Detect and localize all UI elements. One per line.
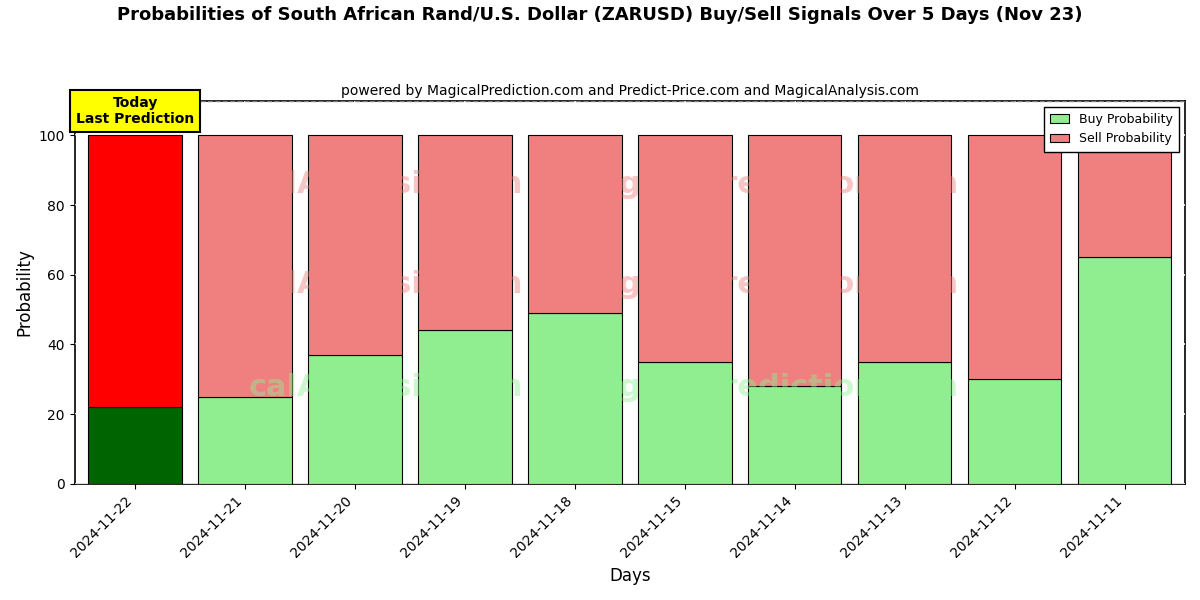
Bar (748, 386, 841, 484)
Legend: Buy Probability, Sell Probability: Buy Probability, Sell Probability (1044, 107, 1178, 152)
Text: MagicalPrediction.com: MagicalPrediction.com (568, 170, 958, 199)
Bar (638, 362, 732, 484)
Text: Probabilities of South African Rand/U.S. Dollar (ZARUSD) Buy/Sell Signals Over 5: Probabilities of South African Rand/U.S.… (118, 6, 1082, 24)
Text: Today
Last Prediction: Today Last Prediction (76, 96, 194, 126)
X-axis label: Days: Days (610, 567, 650, 585)
Text: calAnalysis.com: calAnalysis.com (248, 373, 523, 403)
Y-axis label: Probability: Probability (16, 248, 34, 336)
Bar (968, 136, 1061, 379)
Text: calAnalysis.com: calAnalysis.com (248, 270, 523, 299)
Text: MagicalPrediction.com: MagicalPrediction.com (568, 270, 958, 299)
Bar (419, 331, 511, 484)
Bar (528, 313, 622, 484)
Bar (1078, 136, 1171, 257)
Title: powered by MagicalPrediction.com and Predict-Price.com and MagicalAnalysis.com: powered by MagicalPrediction.com and Pre… (341, 84, 919, 98)
Bar (89, 407, 182, 484)
Bar (858, 362, 952, 484)
Bar (419, 136, 511, 331)
Text: calAnalysis.com: calAnalysis.com (248, 170, 523, 199)
Bar (968, 379, 1061, 484)
Bar (198, 397, 292, 484)
Bar (308, 136, 402, 355)
Bar (858, 136, 952, 362)
Bar (89, 136, 182, 407)
Bar (198, 136, 292, 397)
Bar (1078, 257, 1171, 484)
Bar (308, 355, 402, 484)
Text: MagicalPrediction.com: MagicalPrediction.com (568, 373, 958, 403)
Bar (638, 136, 732, 362)
Bar (748, 136, 841, 386)
Bar (528, 136, 622, 313)
